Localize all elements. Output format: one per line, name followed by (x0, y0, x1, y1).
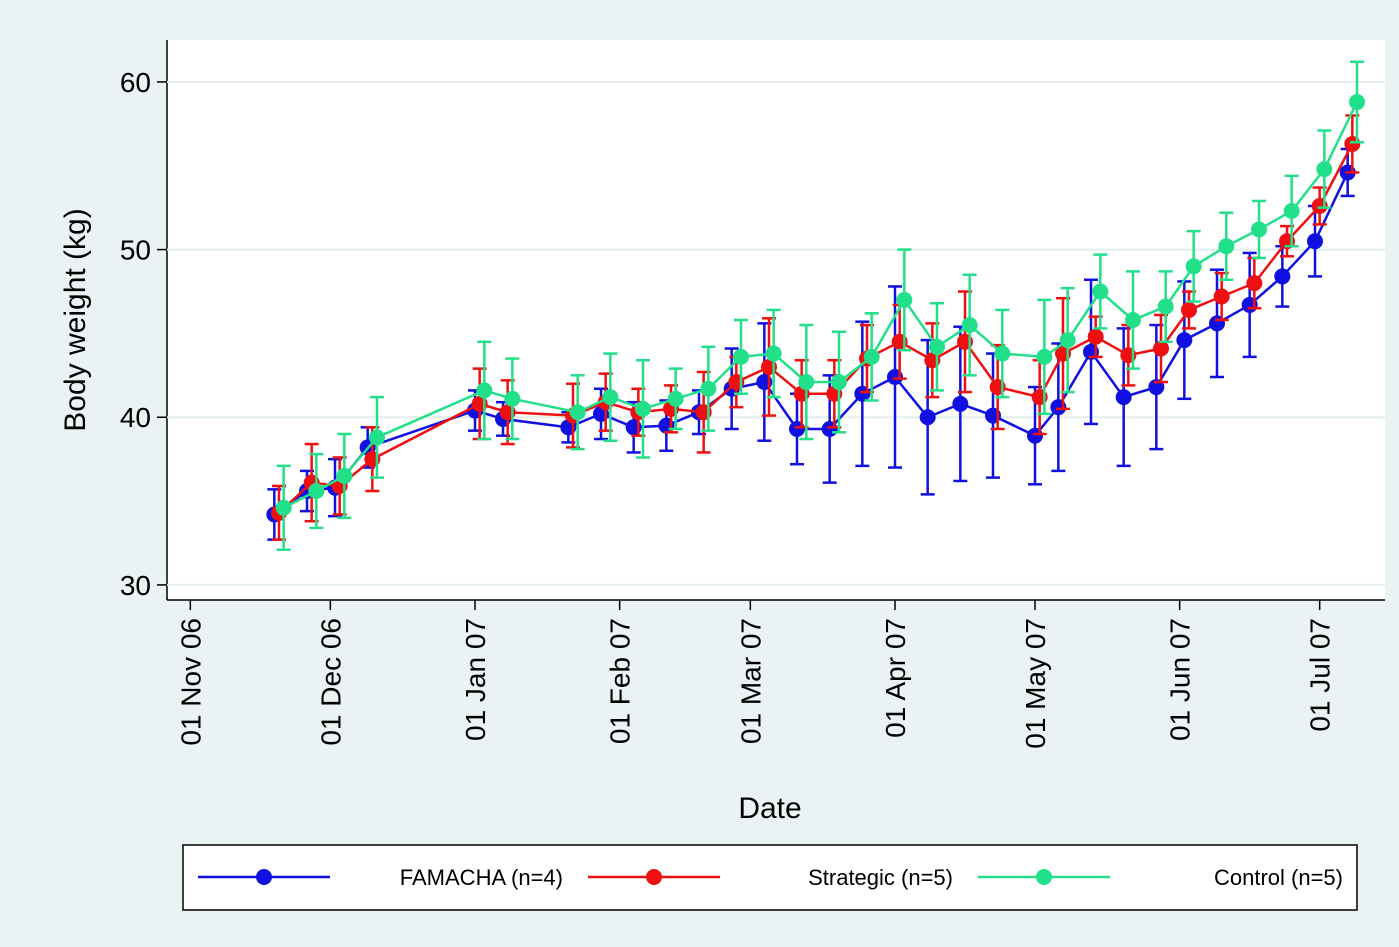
point (1176, 332, 1193, 349)
point (952, 395, 969, 412)
x-tick-label: 01 Nov 06 (175, 618, 206, 746)
y-tick-label: 40 (120, 402, 151, 433)
point (1087, 328, 1104, 345)
x-tick-label: 01 May 07 (1020, 618, 1051, 749)
point (1274, 268, 1291, 285)
point (569, 404, 586, 421)
point (667, 390, 684, 407)
point (994, 345, 1011, 362)
point (635, 400, 651, 417)
legend-marker (1036, 869, 1052, 885)
legend-label: Strategic (n=5) (808, 865, 953, 890)
point (919, 409, 936, 426)
point (733, 348, 749, 365)
point (1181, 301, 1197, 318)
x-tick-label: 01 Feb 07 (605, 618, 636, 744)
point (1115, 389, 1132, 406)
point (1213, 288, 1230, 305)
point (700, 380, 717, 397)
point (504, 390, 521, 407)
x-tick-label: 01 Apr 07 (880, 618, 911, 738)
point (798, 374, 815, 391)
point (476, 382, 493, 399)
y-tick-label: 60 (120, 67, 151, 98)
x-tick-label: 01 Jul 07 (1305, 618, 1336, 732)
x-tick-label: 01 Mar 07 (735, 618, 766, 744)
point (1283, 203, 1300, 220)
point (1251, 221, 1267, 238)
point (1349, 94, 1365, 111)
x-tick-label: 01 Jun 07 (1165, 618, 1196, 741)
x-tick-label: 01 Dec 06 (315, 618, 346, 746)
point (275, 499, 292, 516)
legend-label: FAMACHA (n=4) (400, 865, 563, 890)
point (1307, 233, 1323, 250)
y-tick-label: 30 (120, 570, 151, 601)
legend-marker (646, 869, 662, 885)
point (863, 348, 880, 365)
legend-marker (256, 869, 272, 885)
point (929, 338, 945, 355)
point (961, 317, 978, 334)
point (1059, 332, 1076, 349)
point (1246, 275, 1263, 292)
y-tick-label: 50 (120, 235, 151, 266)
x-tick-label: 01 Jan 07 (460, 618, 491, 741)
point (1185, 258, 1202, 275)
legend (182, 844, 1358, 911)
point (308, 483, 325, 500)
point (1218, 238, 1235, 255)
point (1036, 348, 1053, 365)
point (1153, 340, 1169, 357)
point (602, 389, 619, 406)
point (336, 467, 353, 484)
point (896, 291, 913, 308)
plot-area (167, 40, 1385, 600)
legend-label: Control (n=5) (1214, 865, 1343, 890)
x-axis-label: Date (738, 792, 801, 825)
point (1316, 161, 1333, 178)
point (369, 429, 385, 446)
point (765, 345, 782, 362)
point (1157, 298, 1174, 315)
point (1125, 312, 1141, 328)
point (831, 374, 847, 391)
y-axis-label: Body weight (kg) (59, 208, 92, 431)
point (1092, 283, 1109, 300)
